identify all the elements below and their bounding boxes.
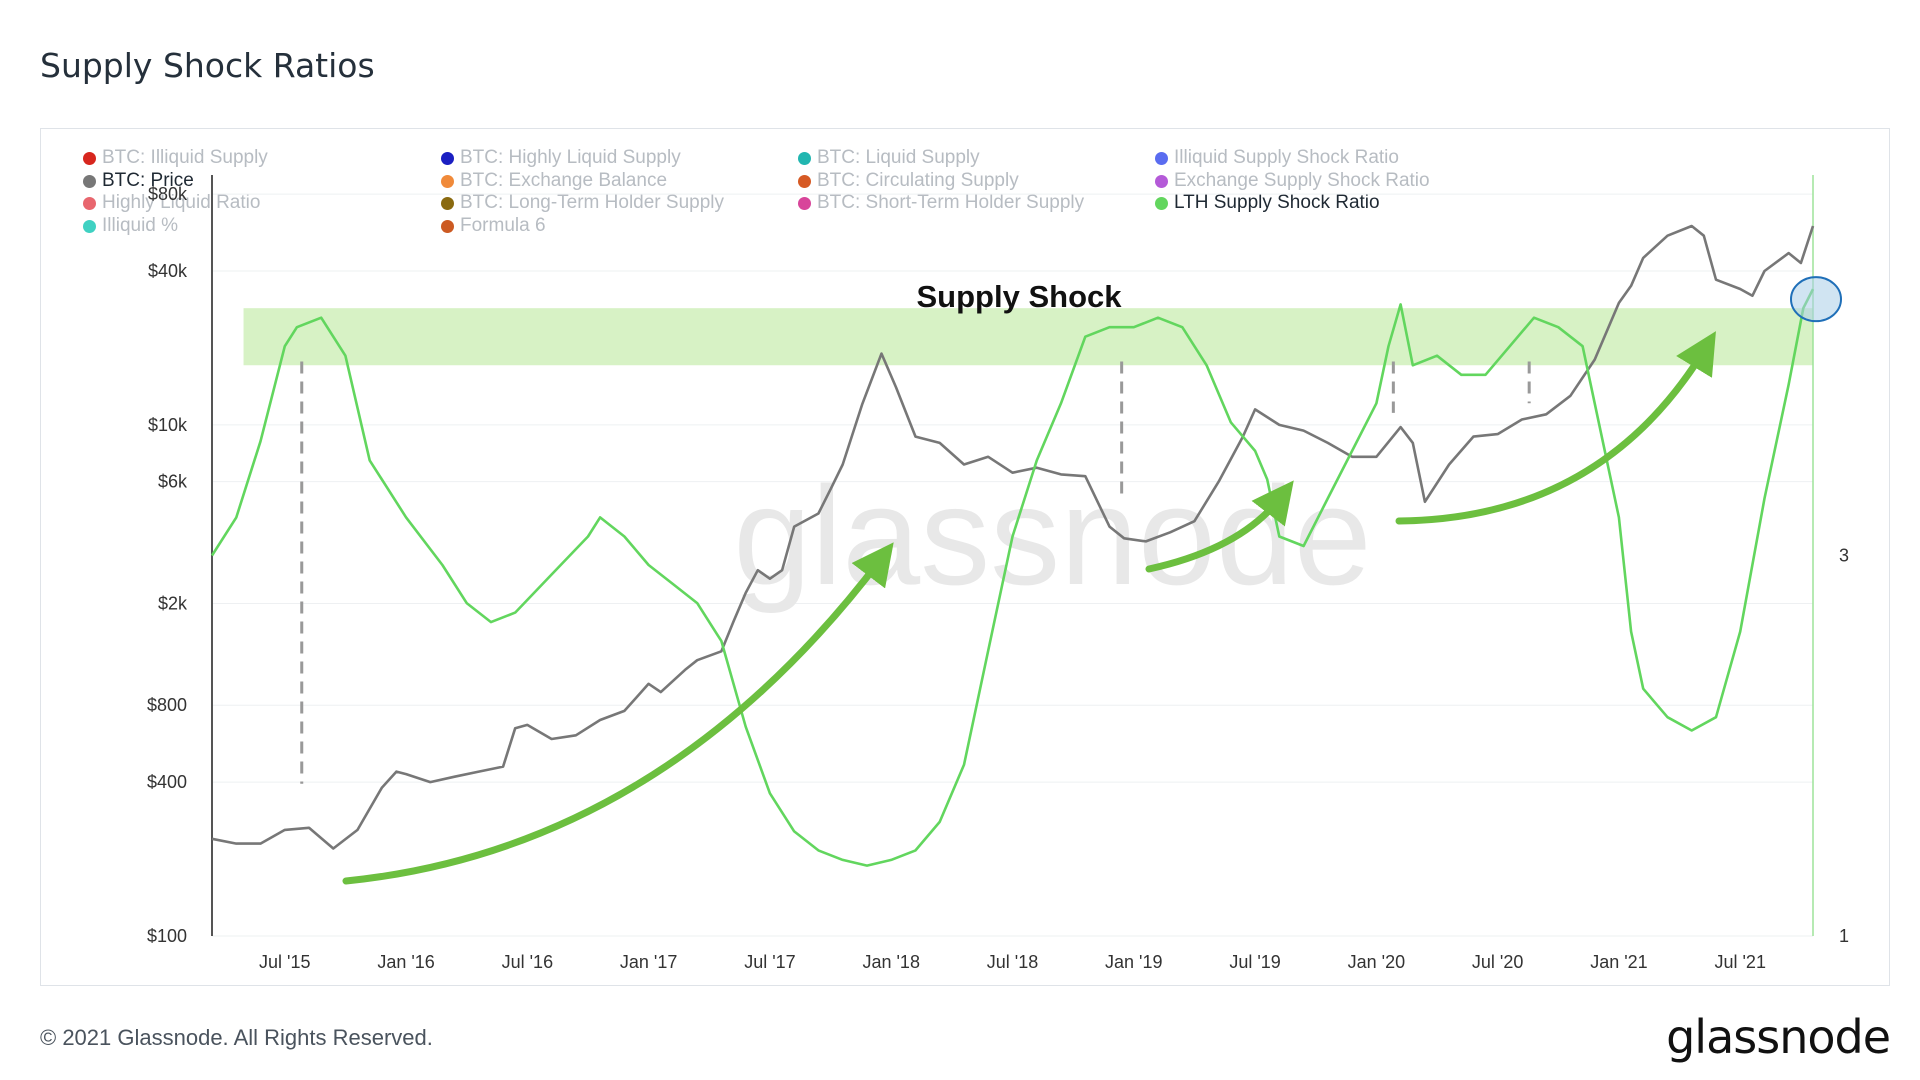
legend-label: BTC: Price [102,170,194,191]
legend-item-lth-supply-shock-ratio[interactable]: LTH Supply Shock Ratio [1155,192,1380,214]
x-tick-label: Jan '21 [1590,952,1647,972]
legend-item-btc-price[interactable]: BTC: Price [83,170,194,192]
legend-label: Highly Liquid Ratio [102,192,261,213]
legend-dot-icon [83,196,96,210]
legend-item-btc-exchange-balance[interactable]: BTC: Exchange Balance [441,170,667,192]
trend-arrow [1395,331,1716,525]
legend-label: Illiquid Supply Shock Ratio [1174,147,1399,168]
y-tick-label-left: $6k [158,472,188,492]
legend-label: BTC: Circulating Supply [817,170,1019,191]
x-tick-label: Jul '18 [987,952,1038,972]
y-tick-label-right: 3 [1839,546,1849,566]
x-tick-label: Jan '16 [377,952,434,972]
legend-item-btc-illiquid-supply[interactable]: BTC: Illiquid Supply [83,147,268,169]
legend-dot-icon [441,219,454,233]
y-tick-label-left: $400 [147,772,187,792]
legend-item-illiquid[interactable]: Illiquid % [83,215,178,237]
x-tick-label: Jan '17 [620,952,677,972]
chart-svg: glassnode Supply Shock $100 $400 $800 $2k $6k $… [147,175,1849,972]
legend-dot-icon [83,219,96,233]
copyright: © 2021 Glassnode. All Rights Reserved. [40,1025,433,1050]
legend-item-illiquid-supply-shock-ratio[interactable]: Illiquid Supply Shock Ratio [1155,147,1399,169]
chart-card: BTC: Illiquid Supply BTC: Highly Liquid S… [40,128,1890,986]
legend-dot-icon [1155,174,1168,188]
x-tick-label: Jul '21 [1714,952,1765,972]
legend-item-highly-liquid-ratio[interactable]: Highly Liquid Ratio [83,192,260,214]
highlight-circle [1790,276,1842,323]
legend-dot-icon [1155,151,1168,165]
x-tick-label: Jul '20 [1472,952,1523,972]
legend-item-btc-highly-liquid-supply[interactable]: BTC: Highly Liquid Supply [441,147,681,169]
legend-item-formula-6[interactable]: Formula 6 [441,215,546,237]
legend-item-btc-circulating-supply[interactable]: BTC: Circulating Supply [798,170,1019,192]
legend-dot-icon [441,174,454,188]
legend-label: BTC: Liquid Supply [817,147,980,168]
x-tick-label: Jul '15 [259,952,310,972]
legend-item-exchange-supply-shock-ratio[interactable]: Exchange Supply Shock Ratio [1155,170,1430,192]
legend-label: BTC: Long-Term Holder Supply [460,192,724,213]
x-tick-label: Jul '16 [502,952,553,972]
legend-label: BTC: Short-Term Holder Supply [817,192,1085,213]
legend-item-btc-short-term-holder-supply[interactable]: BTC: Short-Term Holder Supply [798,192,1084,214]
watermark: glassnode [733,457,1371,614]
y-tick-label-left: $40k [148,261,188,281]
legend-dot-icon [83,151,96,165]
y-tick-label-left: $80k [148,184,188,204]
legend-dot-icon [798,196,811,210]
trend-arrow [1145,480,1294,573]
y-tick-label-right: 1 [1839,926,1849,946]
legend-label: BTC: Illiquid Supply [102,147,268,168]
legend-dot-icon [798,174,811,188]
y-tick-label-left: $10k [148,415,188,435]
legend-dot-icon [441,196,454,210]
x-tick-label: Jul '17 [744,952,795,972]
legend-item-btc-long-term-holder-supply[interactable]: BTC: Long-Term Holder Supply [441,192,724,214]
y-tick-label-left: $800 [147,695,187,715]
legend-item-btc-liquid-supply[interactable]: BTC: Liquid Supply [798,147,980,169]
x-tick-label: Jan '18 [862,952,919,972]
legend-dot-icon [798,151,811,165]
series-line-lth-supply-shock-ratio [210,288,1815,867]
page-title: Supply Shock Ratios [40,46,375,85]
glassnode-logo: glassnode [1666,1010,1891,1064]
supply-shock-band [243,308,1813,366]
legend-label: Illiquid % [102,215,179,236]
x-tick-label: Jan '19 [1105,952,1162,972]
y-tick-label-left: $100 [147,926,187,946]
series-line-btc-price [211,224,1815,850]
supply-shock-annotation: Supply Shock [917,279,1123,314]
legend-label: BTC: Exchange Balance [460,170,668,191]
legend-label: LTH Supply Shock Ratio [1174,192,1380,213]
legend-label: Formula 6 [460,215,546,236]
trend-arrow [342,542,894,885]
legend-label: Exchange Supply Shock Ratio [1174,170,1430,191]
legend-dot-icon [83,174,96,188]
x-tick-label: Jul '19 [1229,952,1280,972]
x-tick-label: Jan '20 [1348,952,1405,972]
legend-dot-icon [441,151,454,165]
legend-label: BTC: Highly Liquid Supply [460,147,681,168]
legend-dot-icon [1155,196,1168,210]
y-tick-label-left: $2k [158,594,188,614]
